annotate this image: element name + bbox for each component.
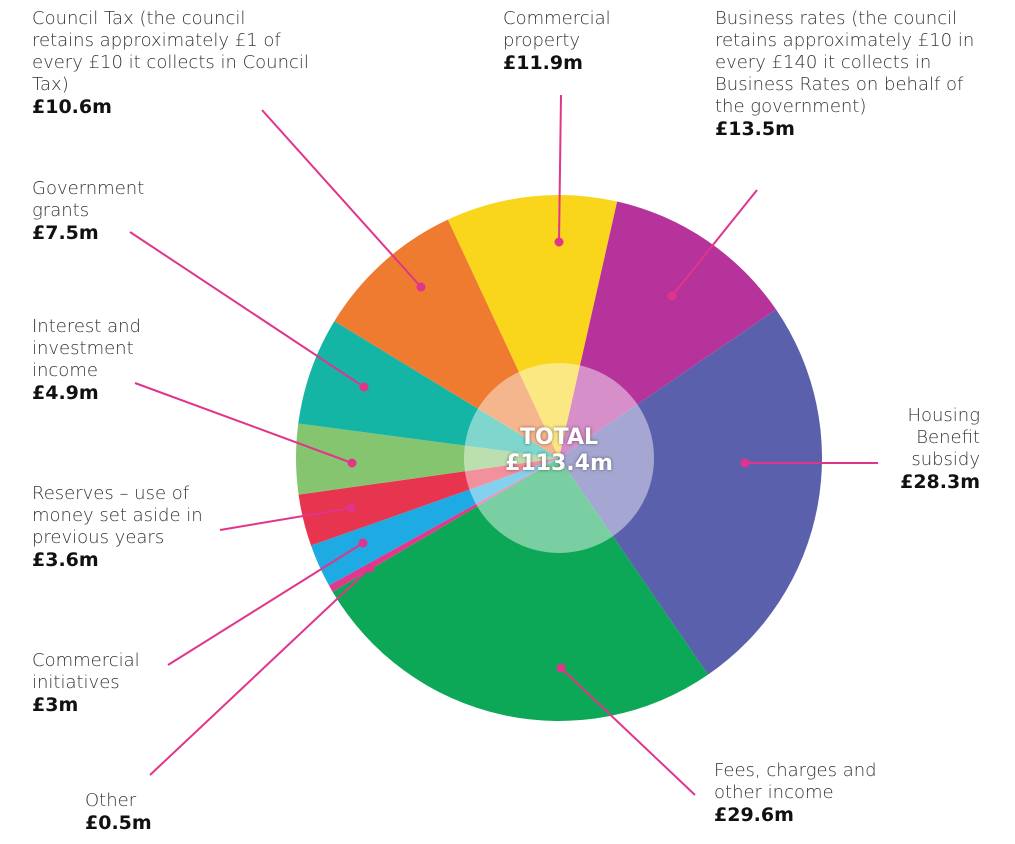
center-label: TOTAL £113.4m (459, 425, 659, 477)
leader-line (134, 382, 353, 464)
leader-dot (346, 503, 356, 513)
value-label: £28.3m (900, 471, 980, 493)
value-label: £10.6m (32, 96, 112, 118)
value-label: £3m (32, 694, 79, 716)
category-label: Other (85, 790, 137, 811)
leader-dot (416, 282, 426, 292)
pie-slice (559, 309, 823, 675)
value-label: £4.9m (32, 382, 99, 404)
pie-slice (298, 321, 559, 458)
leader-dot (740, 458, 750, 468)
value-label: £0.5m (85, 812, 152, 834)
leader-line (671, 189, 758, 297)
leader-line (167, 542, 364, 666)
category-label: Housing Benefit subsidy (907, 405, 980, 470)
category-label: Business rates (the council retains appr… (715, 8, 975, 117)
total-title: TOTAL (519, 425, 599, 450)
slice-label: Business rates (the council retains appr… (715, 8, 990, 140)
pie-slice (447, 195, 618, 458)
leader-line (558, 94, 562, 243)
leader-line (261, 109, 422, 288)
pie-slice (298, 458, 559, 546)
leader-dot (556, 663, 566, 673)
leader-dot (667, 291, 677, 301)
category-label: Reserves – use of money set aside in pre… (32, 483, 203, 548)
slice-label: Interest and investment income £4.9m (32, 316, 182, 404)
slice-label: Government grants £7.5m (32, 178, 172, 244)
slice-label: Commercial property £11.9m (503, 8, 653, 74)
value-label: £3.6m (32, 549, 99, 571)
slice-label: Reserves – use of money set aside in pre… (32, 483, 222, 571)
pie-slice (332, 458, 709, 721)
value-label: £11.9m (503, 52, 583, 74)
leader-line (129, 231, 365, 388)
slice-label: Fees, charges and other income £29.6m (714, 760, 914, 826)
category-label: Interest and investment income (32, 316, 141, 381)
leader-dot (554, 237, 564, 247)
value-label: £29.6m (714, 804, 794, 826)
value-label: £13.5m (715, 118, 795, 140)
leader-dot (347, 458, 357, 468)
category-label: Commercial property (503, 8, 611, 51)
slice-label: Council Tax (the council retains approxi… (32, 8, 312, 118)
pie-slice (559, 201, 777, 459)
slice-label: Housing Benefit subsidy £28.3m (870, 405, 980, 493)
total-value: £113.4m (505, 451, 613, 476)
leader-dot (358, 538, 368, 548)
pie-slice (334, 219, 559, 458)
category-label: Government grants (32, 178, 145, 221)
pie-slice (311, 458, 559, 586)
leader-line (219, 507, 352, 531)
slice-label: Other £0.5m (85, 790, 185, 834)
value-label: £7.5m (32, 222, 99, 244)
category-label: Fees, charges and other income (714, 760, 877, 803)
leader-dot (359, 382, 369, 392)
leader-line (149, 567, 371, 776)
center-circle (464, 363, 654, 553)
pie-slice (295, 423, 559, 495)
category-label: Commercial initiatives (32, 650, 140, 693)
category-label: Council Tax (the council retains approxi… (32, 8, 309, 95)
pie-slice (328, 458, 559, 592)
leader-line (560, 667, 696, 796)
slice-label: Commercial initiatives £3m (32, 650, 172, 716)
leader-dot (365, 563, 375, 573)
